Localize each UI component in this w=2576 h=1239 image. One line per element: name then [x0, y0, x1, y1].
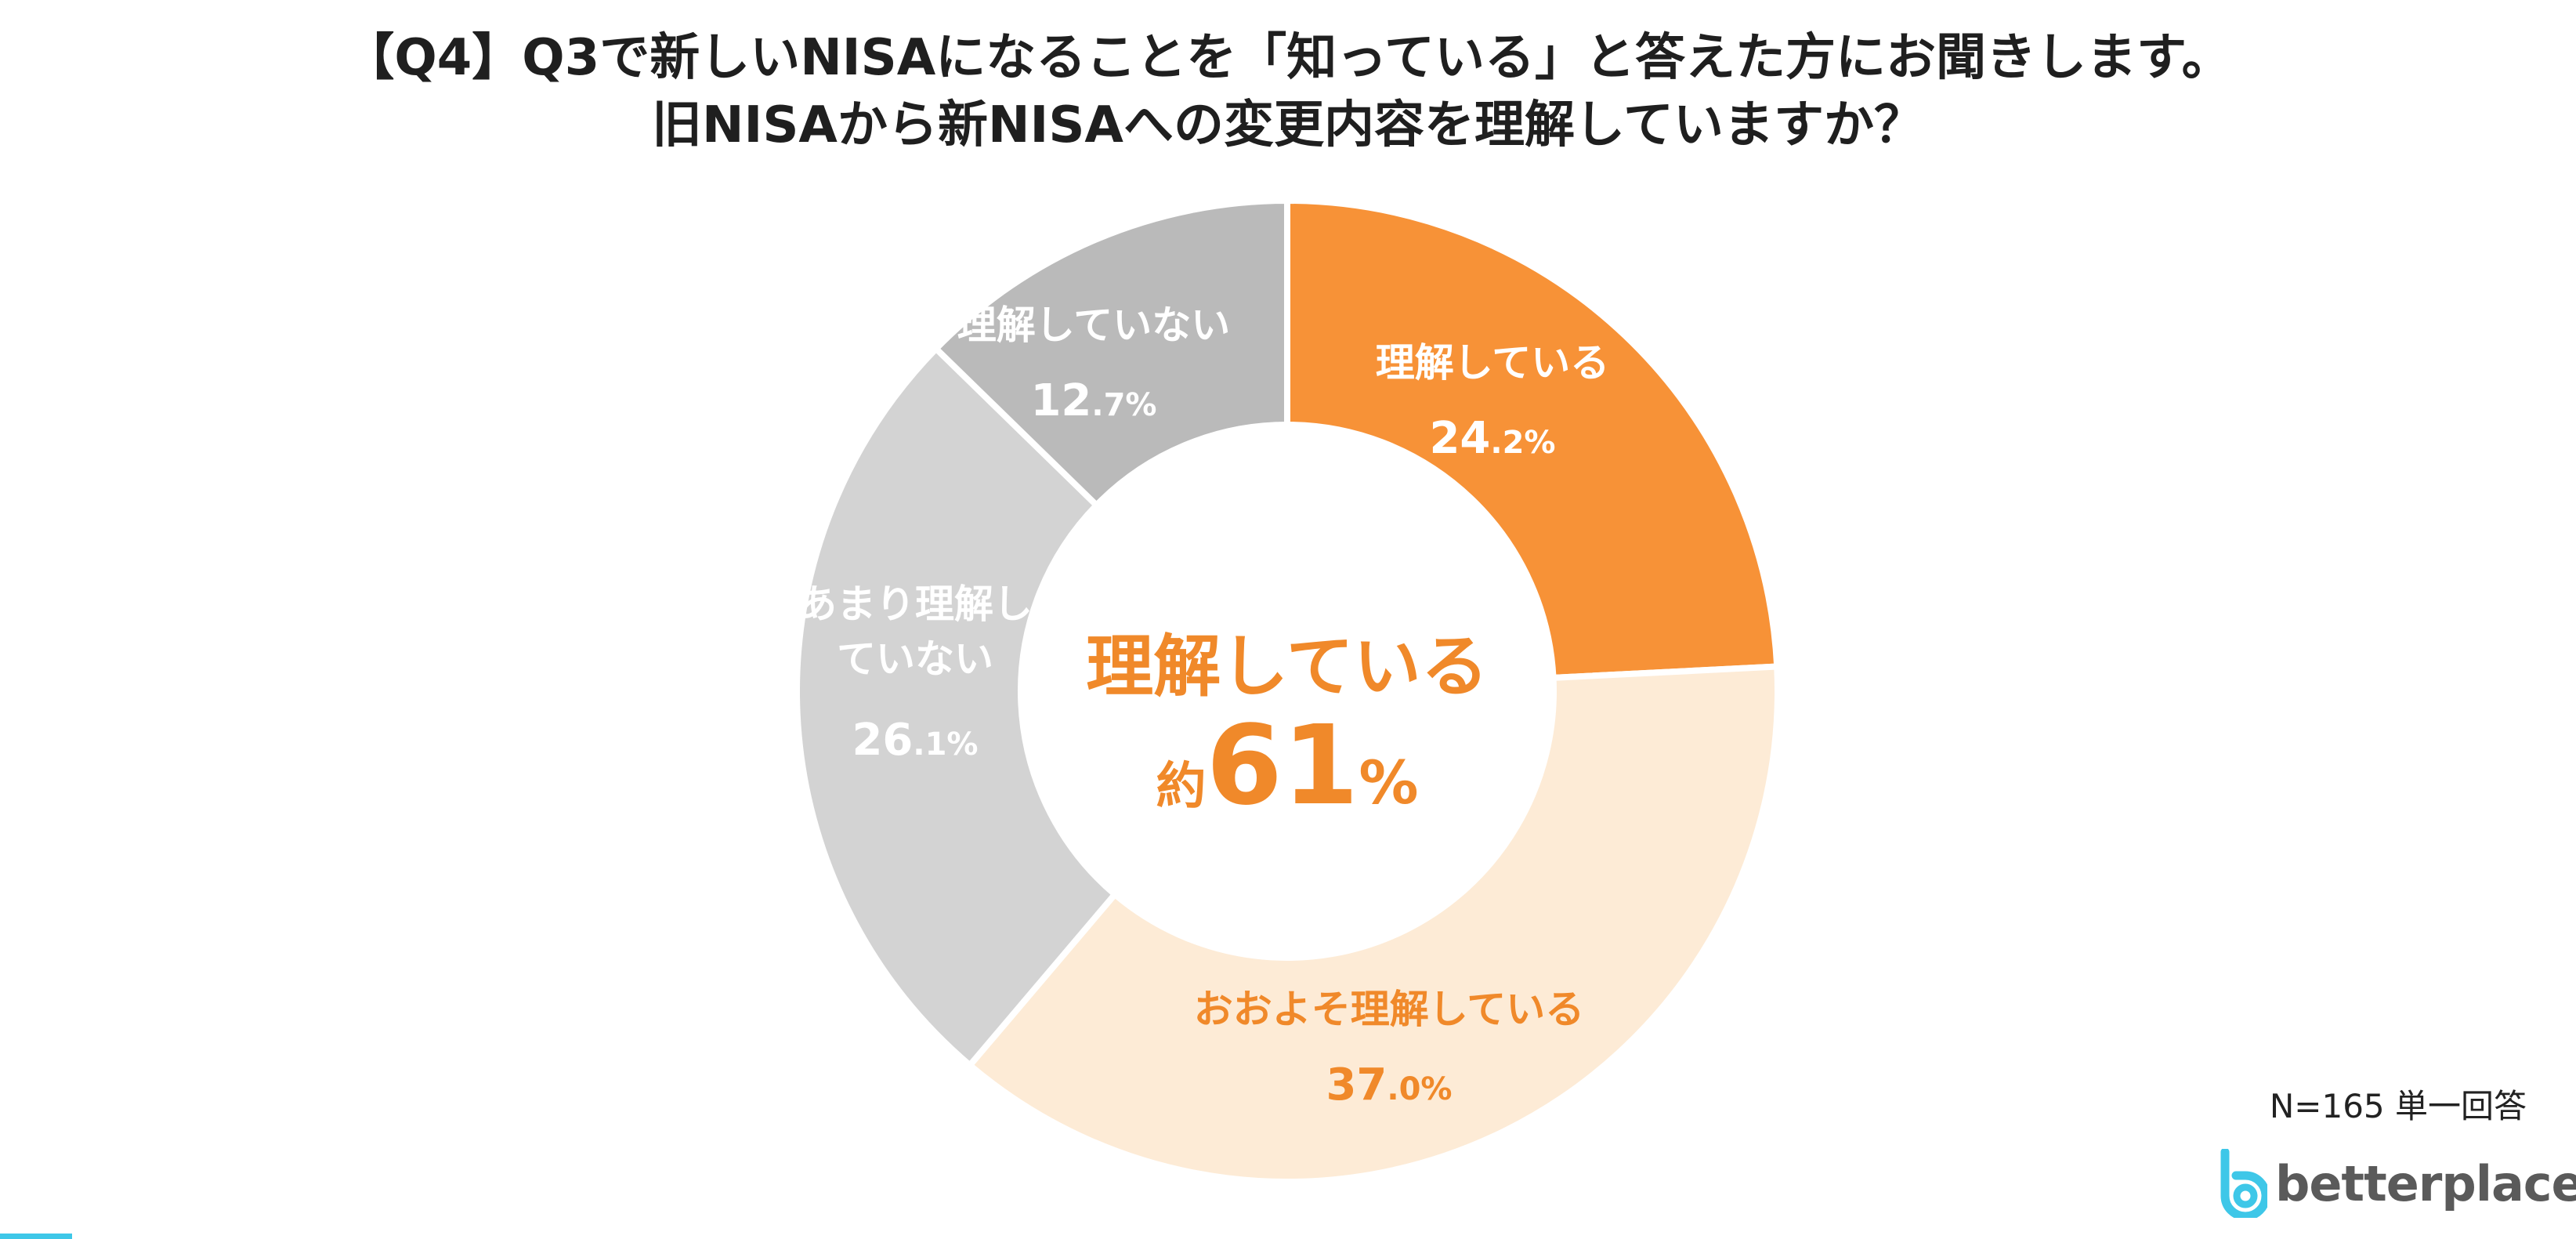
betterplace-logo-icon [2220, 1149, 2267, 1218]
slice-mostly-understand [965, 663, 1781, 1185]
slice-category-label-understand: 理解している [1376, 340, 1610, 386]
slice-understand [1284, 197, 1781, 682]
slice-value-label-little-understand: 26.1% [852, 715, 978, 766]
center-value: 約61% [1156, 702, 1419, 830]
slice-value-label-mostly-understand: 37.0% [1326, 1060, 1452, 1110]
brand-logo: betterplace [2217, 1148, 2576, 1219]
chart-title-line-2: 旧NISAから新NISAへの変更内容を理解していますか？ [651, 96, 1925, 154]
slice-not-understand [932, 197, 1290, 510]
sample-size-note: N=165 単一回答 [2269, 1087, 2527, 1125]
center-value-number: 61 [1207, 702, 1359, 830]
brand-name: betterplace [2275, 1154, 2576, 1212]
slice-value-label-understand: 24.2% [1429, 413, 1555, 464]
center-summary: 理解している 約61% [1086, 628, 1488, 830]
center-value-prefix: 約 [1156, 758, 1207, 816]
center-value-suffix: % [1359, 748, 1418, 817]
slice-category-label-little-understand-1: あまり理解し [798, 581, 1033, 627]
slice-category-label-little-understand-2: ていない [837, 636, 993, 682]
slice-little-understand [794, 344, 1120, 1070]
slice-value-label-not-understand: 12.7% [1030, 375, 1156, 426]
donut-slices [794, 197, 1781, 1185]
center-label: 理解している [1086, 628, 1488, 706]
slice-category-label-not-understand: 理解していない [957, 303, 1231, 348]
corner-accent-bar [0, 1234, 72, 1239]
chart-title-line-1: 【Q4】Q3で新しいNISAになることを「知っている」と答えた方にお聞きします。 [344, 29, 2232, 87]
slice-category-label-mostly-understand: おおよそ理解している [1194, 987, 1585, 1032]
